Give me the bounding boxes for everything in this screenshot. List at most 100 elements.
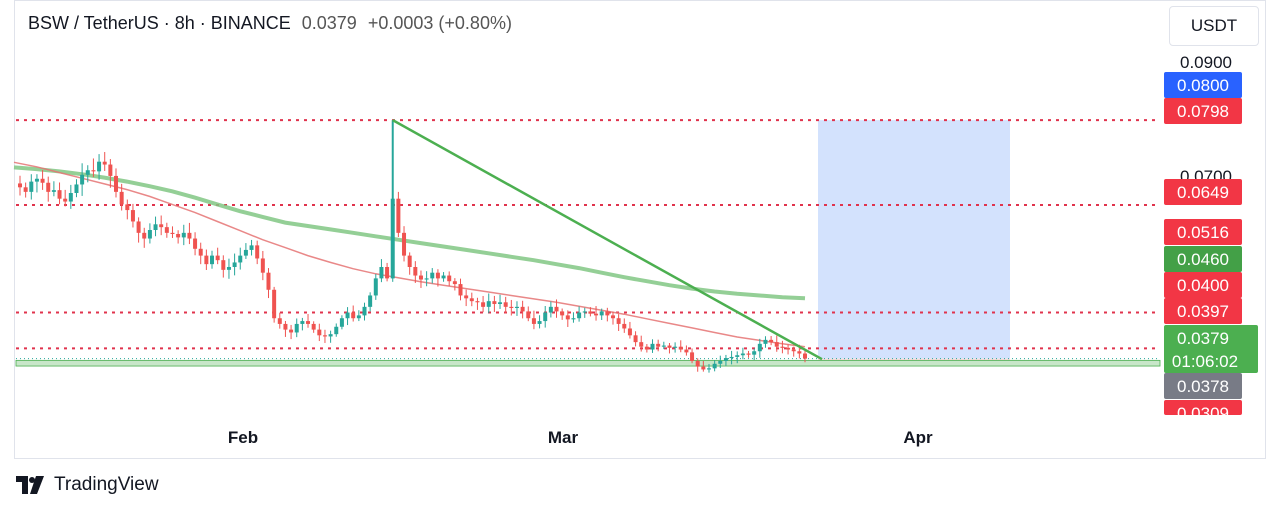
price-tag-label: 0.0378	[1177, 377, 1229, 396]
candle-body	[678, 346, 683, 350]
candle-body	[289, 329, 294, 333]
footer: TradingView	[16, 474, 159, 496]
candle-body	[136, 221, 141, 233]
candle-body	[503, 302, 508, 307]
candle-body	[695, 360, 700, 367]
candle-body	[769, 339, 774, 343]
x-tick-label: Mar	[548, 428, 579, 447]
candle-body	[571, 318, 576, 320]
candle-body	[266, 272, 271, 290]
candle-body	[18, 183, 22, 188]
candle-body	[345, 312, 350, 319]
price-tag-label: 0.0800	[1177, 76, 1229, 95]
price-tag: 0.0379 01:06:02	[1164, 325, 1258, 373]
candle-body	[639, 342, 644, 347]
candle-body	[317, 329, 322, 336]
candle-body	[667, 345, 672, 348]
candle-body	[706, 368, 711, 370]
candle-body	[255, 245, 260, 259]
candle-body	[684, 349, 689, 353]
candle-body	[560, 311, 565, 316]
price-tag-bg	[1164, 72, 1242, 98]
y-tick-label: 0.0900	[1180, 53, 1232, 72]
candle-body	[712, 363, 717, 369]
candle-body	[791, 349, 796, 352]
candle-body	[176, 233, 181, 238]
candle-body	[594, 313, 599, 316]
candle-body	[198, 248, 203, 256]
candle-body	[23, 187, 28, 192]
candle-body	[447, 275, 452, 282]
candle-body	[119, 191, 124, 205]
price-tag-bg	[1164, 98, 1242, 124]
price-tag: 0.0400	[1164, 272, 1242, 298]
candle-body	[373, 278, 378, 296]
candle-body	[306, 321, 311, 324]
candle-body	[520, 306, 525, 312]
candle-body	[492, 301, 497, 304]
candle-body	[142, 232, 147, 239]
price-tag: 0.0800	[1164, 72, 1242, 98]
candle-body	[605, 311, 610, 316]
candle-body	[159, 224, 164, 228]
candle-body	[588, 311, 593, 314]
candle-body	[102, 161, 107, 165]
candle-body	[181, 232, 186, 238]
candle-body	[108, 164, 113, 176]
price-tag: 0.0378	[1164, 373, 1242, 399]
candle-body	[97, 161, 102, 172]
candle-body	[204, 255, 209, 265]
price-tag-label: 0.0516	[1177, 223, 1229, 242]
candle-body	[294, 323, 299, 333]
candle-body	[187, 232, 192, 239]
candle-body	[701, 366, 706, 370]
candle-body	[537, 321, 542, 324]
candle-body	[322, 335, 327, 337]
candle-body	[418, 275, 423, 280]
candle-body	[633, 335, 638, 343]
candle-body	[147, 230, 152, 239]
candle-body	[153, 224, 158, 230]
support-zone	[15, 359, 1161, 367]
candle-body	[757, 343, 762, 352]
candle-body	[723, 358, 728, 361]
candle-body	[368, 295, 373, 307]
price-tag-label: 0.0400	[1177, 276, 1229, 295]
trend-line	[392, 119, 823, 361]
price-tag-bg	[1164, 272, 1242, 298]
x-tick-label: Feb	[228, 428, 258, 447]
candle-body	[46, 182, 51, 192]
candle-body	[661, 345, 666, 347]
candle-body	[786, 347, 791, 350]
candle-body	[577, 312, 582, 319]
candle-body	[616, 318, 621, 324]
candle-body	[780, 346, 785, 348]
candle-body	[548, 306, 553, 313]
candle-body	[362, 306, 367, 316]
candle-body	[283, 323, 288, 330]
candle-body	[469, 298, 474, 302]
candle-body	[249, 245, 254, 250]
candle-body	[486, 301, 491, 307]
candle-body	[735, 355, 740, 357]
candle-body	[238, 255, 243, 263]
price-tag-label: 0.0798	[1177, 102, 1229, 121]
symbol-title: BSW / TetherUS · 8h · BINANCE	[28, 13, 291, 33]
candle-body	[627, 328, 632, 336]
candle-body	[644, 346, 649, 350]
candle-body	[396, 198, 401, 233]
candle-body	[458, 284, 463, 296]
candle-body	[221, 260, 226, 270]
candle-body	[673, 346, 678, 348]
currency-label: USDT	[1190, 16, 1238, 35]
candle-body	[356, 315, 361, 319]
candle-body	[526, 311, 531, 319]
candle-body	[475, 301, 480, 303]
currency-button[interactable]: USDT	[1169, 6, 1259, 46]
tradingview-brand: TradingView	[54, 474, 159, 495]
chart-frame	[14, 0, 1266, 459]
candle-body	[554, 306, 559, 312]
candle-body	[690, 352, 695, 361]
candle-body	[334, 326, 339, 335]
